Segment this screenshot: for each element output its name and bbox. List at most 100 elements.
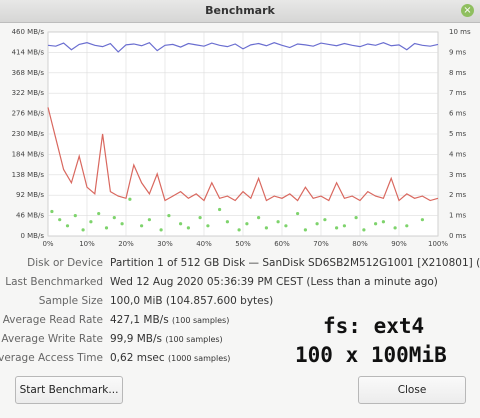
access-point — [393, 226, 397, 230]
y-tick-label: 230 MB/s — [12, 130, 45, 138]
access-point — [342, 224, 346, 228]
chart: 0 MB/s 46 MB/s 92 MB/s 138 MB/s 184 MB/s 230 … — [12, 28, 471, 248]
value-text: 427,1 MB/s — [110, 314, 169, 326]
x-tick-label: 0% — [42, 240, 53, 248]
y2-tick-label: 8 ms — [449, 69, 466, 77]
y-tick-label: 92 MB/s — [16, 191, 44, 199]
sample-note: (100 samples) — [172, 316, 230, 325]
access-point — [73, 214, 77, 218]
x-tick-label: 30% — [157, 240, 173, 248]
x-tick-label: 50% — [235, 240, 251, 248]
x-tick-label: 60% — [274, 240, 290, 248]
y-tick-label: 414 MB/s — [12, 48, 45, 56]
access-point — [179, 222, 183, 226]
access-point — [140, 224, 144, 228]
value-text: 99,9 MB/s — [110, 333, 162, 345]
access-point — [167, 214, 171, 218]
info-row: Last Benchmarked Wed 12 Aug 2020 05:36:39… — [0, 276, 480, 292]
annotation: 100 x 100MiB — [295, 343, 447, 367]
y2-tick-label: 5 ms — [449, 130, 466, 138]
access-point — [257, 216, 261, 220]
info-row: Average Access Time 0,62 msec (1000 sampl… — [0, 352, 480, 368]
x-tick-label: 20% — [118, 240, 134, 248]
info-row: Average Write Rate 99,9 MB/s (100 samples… — [0, 333, 480, 349]
x-tick-label: 90% — [391, 240, 407, 248]
info-value: 99,9 MB/s (100 samples) — [110, 333, 223, 345]
access-point — [50, 209, 54, 214]
access-point — [104, 226, 109, 230]
access-point — [237, 228, 241, 232]
access-point — [112, 216, 116, 220]
info-label: Average Read Rate — [2, 314, 103, 326]
y2-tick-label: 7 ms — [449, 89, 466, 97]
access-point — [147, 218, 151, 222]
y-tick-label: 0 MB/s — [20, 232, 44, 240]
close-button[interactable]: Close — [358, 376, 466, 404]
x-tick-label: 40% — [196, 240, 212, 248]
access-point — [81, 228, 85, 232]
access-point — [264, 226, 268, 230]
access-point — [420, 218, 424, 222]
access-point — [284, 224, 288, 228]
y-tick-label: 46 MB/s — [16, 212, 44, 220]
y-tick-label: 368 MB/s — [12, 69, 45, 77]
access-point — [374, 222, 378, 226]
info-value: Wed 12 Aug 2020 05:36:39 PM CEST (Less t… — [110, 276, 438, 288]
access-point — [97, 211, 101, 216]
access-point — [58, 218, 62, 222]
window-title: Benchmark — [205, 4, 275, 17]
y2-tick-label: 2 ms — [449, 191, 466, 199]
info-row: Disk or Device Partition 1 of 512 GB Disk… — [0, 257, 480, 273]
close-icon[interactable]: × — [461, 4, 474, 17]
info-label: Sample Size — [38, 295, 103, 307]
access-point — [65, 224, 70, 228]
access-point — [128, 197, 132, 201]
y2-tick-label: 3 ms — [449, 171, 466, 179]
access-point — [218, 207, 222, 212]
access-point — [225, 220, 229, 224]
access-point — [89, 220, 93, 224]
sample-note: (100 samples) — [165, 335, 223, 344]
series-line — [47, 107, 439, 202]
access-point — [315, 222, 319, 226]
title-bar: Benchmark — [0, 0, 480, 23]
sample-note: (1000 samples) — [168, 354, 231, 363]
info-label: Last Benchmarked — [5, 276, 103, 288]
y-tick-label: 276 MB/s — [12, 110, 45, 118]
access-point — [198, 216, 202, 220]
value-text: 0,62 msec — [110, 352, 165, 364]
x-tick-label: 10% — [79, 240, 95, 248]
y2-tick-label: 10 ms — [449, 28, 471, 36]
info-row: Sample Size 100,0 MiB (104.857.600 bytes) — [0, 295, 480, 311]
access-point — [245, 222, 249, 226]
start-button[interactable]: Start Benchmark... — [15, 376, 123, 404]
info-value: 0,62 msec (1000 samples) — [110, 352, 230, 364]
info-label: Average Write Rate — [1, 333, 103, 345]
series-line — [47, 41, 439, 53]
y2-tick-label: 0 ms — [449, 232, 466, 240]
info-value: 427,1 MB/s (100 samples) — [110, 314, 229, 326]
info-label: Disk or Device — [27, 257, 103, 269]
y-tick-label: 184 MB/s — [12, 150, 45, 158]
y-tick-label: 138 MB/s — [12, 171, 45, 179]
access-point — [186, 226, 190, 230]
access-point — [296, 211, 300, 216]
access-point — [303, 228, 307, 232]
x-tick-label: 70% — [313, 240, 329, 248]
access-point — [276, 220, 280, 224]
access-point — [159, 228, 163, 232]
info-value: Partition 1 of 512 GB Disk — SanDisk SD6… — [110, 257, 480, 269]
access-point — [362, 228, 366, 232]
info-value: 100,0 MiB (104.857.600 bytes) — [110, 295, 274, 307]
x-tick-label: 100% — [428, 240, 448, 248]
y2-tick-label: 4 ms — [449, 150, 466, 158]
access-point — [381, 220, 385, 224]
access-point — [323, 218, 327, 222]
access-point — [405, 224, 409, 228]
access-point — [335, 226, 339, 230]
y2-tick-label: 1 ms — [449, 212, 466, 220]
y-tick-label: 322 MB/s — [12, 89, 45, 97]
annotation: fs: ext4 — [323, 314, 425, 338]
access-point — [354, 216, 358, 220]
